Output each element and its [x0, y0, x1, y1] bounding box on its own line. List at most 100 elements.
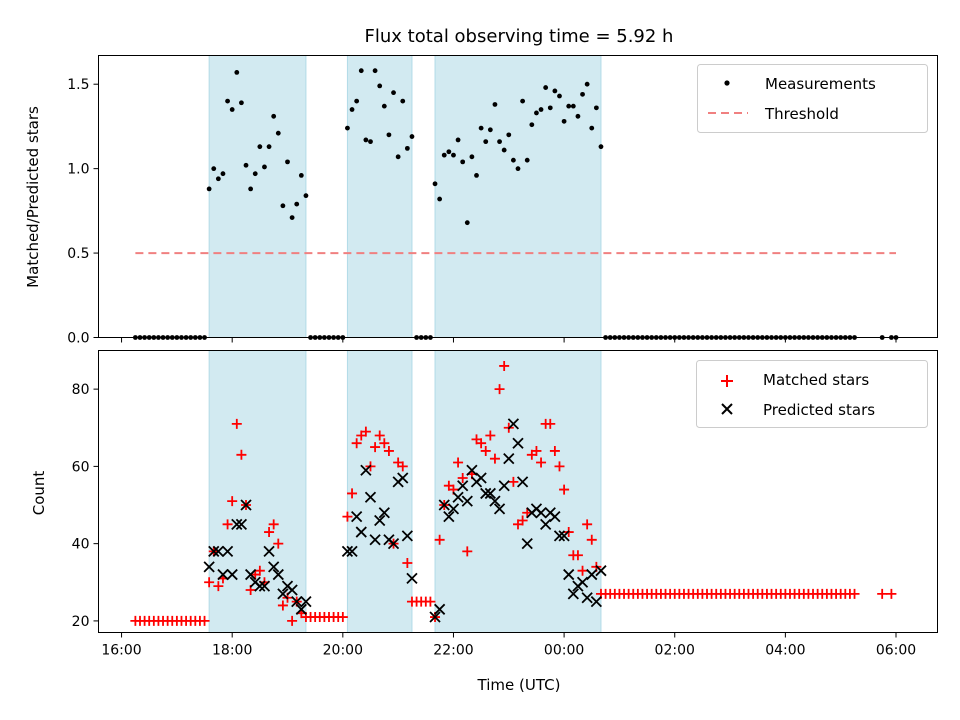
matched-star-point: [383, 445, 394, 456]
top-data-points: [132, 68, 899, 340]
predicted-star-point: [461, 495, 473, 507]
measurement-point: [506, 132, 512, 138]
measurement-point: [345, 125, 350, 131]
measurement-point: [497, 139, 502, 145]
matched-star-point: [397, 461, 408, 472]
measurement-point: [280, 203, 286, 209]
predicted-star-point: [351, 510, 363, 523]
top-panel-frame: [98, 55, 938, 338]
measurement-point: [510, 157, 516, 163]
predicted-star-point: [581, 592, 593, 604]
matched-star-point: [379, 438, 390, 449]
x-tick-label-1: 16:00: [101, 643, 141, 659]
x-tick-label-7: 04:00: [765, 643, 805, 659]
predicted-star-point: [387, 538, 400, 550]
measurement-point: [298, 172, 304, 178]
predicted-star-point: [221, 545, 234, 558]
matched-star-point: [499, 360, 510, 371]
predicted-star-point: [535, 507, 547, 519]
measurement-point: [363, 137, 369, 143]
predicted-star-point: [443, 510, 455, 523]
measurement-point: [368, 139, 373, 145]
measurement-point: [584, 81, 590, 87]
matched-star-point: [522, 507, 533, 518]
top-shaded-intervals: [208, 55, 602, 338]
matched-star-point: [351, 438, 362, 449]
predicted-star-point: [226, 568, 238, 581]
measurement-point: [437, 196, 443, 202]
matched-star-point: [536, 457, 547, 468]
measurement-point: [400, 98, 406, 104]
predicted-star-point: [258, 580, 271, 592]
predicted-star-point: [498, 480, 510, 492]
x-tick-label-8: 06:00: [876, 643, 916, 659]
y-tick-label-1: 20: [72, 614, 90, 630]
measurement-point: [234, 69, 240, 75]
matched-star-point: [462, 546, 473, 557]
matched-star-point: [476, 438, 487, 449]
measurement-point: [492, 102, 498, 107]
y-tick-label-3: 60: [72, 459, 90, 475]
measurement-point: [474, 172, 479, 178]
predicted-star-point: [346, 545, 358, 558]
top-y-axis-label: Matched/Predicted stars: [24, 106, 42, 288]
measurement-point: [520, 98, 526, 104]
predicted-star-point: [433, 603, 446, 615]
predicted-star-point: [203, 561, 215, 573]
measurement-point: [432, 181, 438, 187]
matched-star-point: [577, 565, 588, 576]
measurement-point: [303, 193, 309, 199]
matched-star-point: [489, 453, 500, 464]
measurement-point: [294, 201, 300, 207]
measurement-point: [451, 152, 456, 158]
matched-star-point: [559, 484, 570, 495]
matched-star-point: [582, 519, 593, 530]
matched-star-point: [204, 577, 215, 588]
measurement-point: [386, 132, 392, 138]
matched-star-point: [337, 612, 348, 623]
legend-measurements-marker: [724, 80, 730, 86]
predicted-star-point: [466, 464, 478, 476]
predicted-star-point: [452, 491, 464, 503]
measurement-point: [570, 103, 576, 109]
predicted-star-point: [489, 495, 501, 507]
shaded-interval-2: [346, 55, 413, 338]
matched-star-point: [222, 519, 233, 530]
top-legend-box: [697, 64, 928, 133]
y-tick-label-4: 1.5: [67, 77, 89, 93]
matched-star-point: [268, 519, 279, 530]
measurement-point: [483, 139, 489, 145]
legend-matched-label: Matched stars: [763, 371, 869, 389]
predicted-star-point: [549, 510, 561, 523]
predicted-star-point: [457, 480, 469, 492]
predicted-star-point: [360, 464, 372, 476]
predicted-star-point: [369, 534, 381, 546]
matched-star-point: [457, 472, 468, 483]
predicted-star-point: [240, 499, 252, 511]
predicted-star-point: [553, 530, 566, 542]
measurement-point: [225, 98, 230, 104]
measurement-point: [239, 100, 244, 106]
predicted-star-point: [291, 595, 303, 608]
measurement-point: [262, 164, 267, 170]
predicted-star-point: [364, 491, 377, 503]
matched-star-point: [342, 511, 353, 522]
predicted-star-point: [355, 526, 367, 538]
measurement-point: [404, 145, 410, 151]
matched-star-point: [480, 445, 491, 456]
legend-predicted-marker: [721, 403, 733, 415]
measurement-point: [529, 122, 535, 128]
matched-star-point: [494, 384, 505, 395]
measurement-point: [464, 220, 470, 226]
predicted-star-point: [521, 538, 533, 550]
bottom-legend: Matched stars Predicted stars: [696, 360, 928, 428]
predicted-star-point: [254, 580, 266, 592]
matched-star-point: [554, 461, 565, 472]
predicted-star-point: [563, 568, 575, 581]
predicted-star-point: [484, 487, 496, 500]
x-tick-label-5: 00:00: [544, 643, 584, 659]
shaded-interval-3: [434, 350, 602, 633]
predicted-star-point: [516, 476, 529, 488]
bottom-y-axis-label: Count: [30, 471, 48, 516]
